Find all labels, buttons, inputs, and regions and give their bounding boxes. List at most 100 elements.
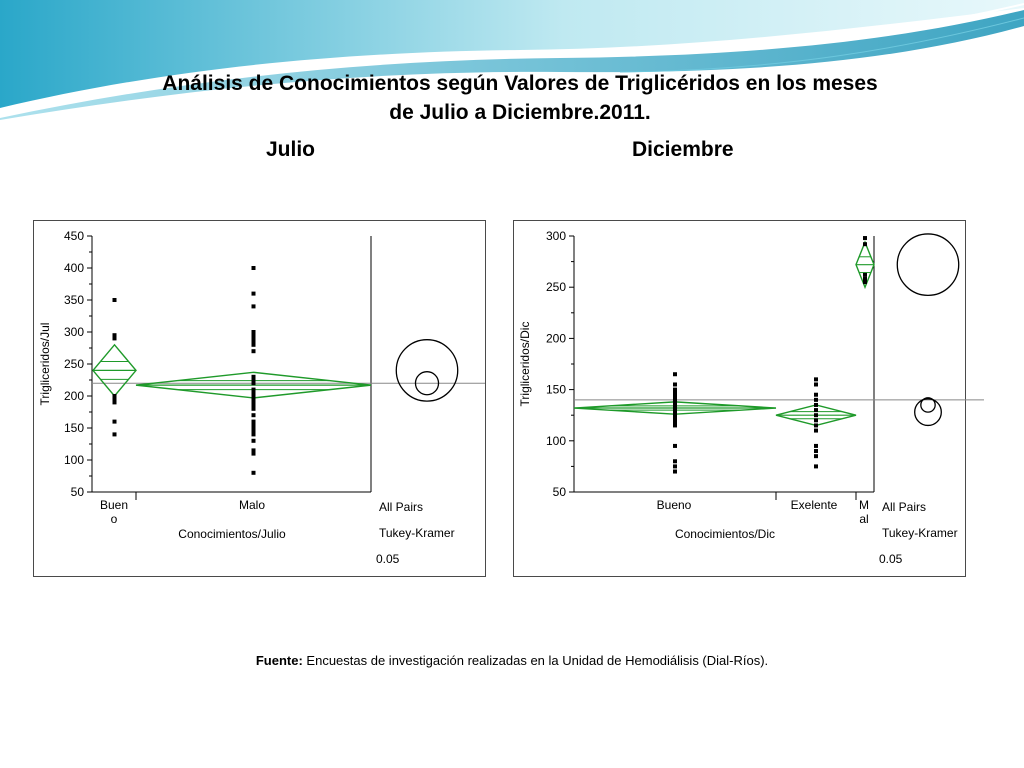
header-wave-decoration [0, 0, 1024, 120]
x-category-label: Exelente [791, 498, 838, 512]
x-category-label: o [111, 512, 118, 526]
chart-diciembre: 50 100 150 200 250 300 Trigliceridos/Dic Bueno E… [518, 229, 984, 566]
chart-panel-diciembre: 50 100 150 200 250 300 Trigliceridos/Dic Bueno E… [513, 220, 984, 577]
data-point [673, 395, 677, 400]
data-point [673, 372, 677, 377]
comparison-circle [395, 339, 459, 402]
data-point [251, 470, 256, 475]
data-point [863, 277, 867, 282]
y-tick-label: 150 [64, 421, 84, 435]
data-point [251, 330, 256, 334]
data-point [112, 432, 117, 437]
y-tick-label: 200 [64, 389, 84, 403]
y-axis-label: Trigliceridos/Dic [518, 322, 532, 407]
data-point [673, 459, 677, 464]
comparison-alpha: 0.05 [376, 552, 400, 566]
data-point [251, 394, 256, 398]
data-point [251, 349, 256, 354]
data-point [673, 464, 677, 469]
data-point [673, 410, 677, 415]
comparison-circle [896, 233, 960, 297]
data-point [673, 387, 677, 392]
comparison-method-line1: All Pairs [379, 500, 423, 514]
comparison-circle [914, 398, 942, 427]
x-category-label: Buen [100, 498, 128, 512]
footer-label: Fuente: [255, 653, 303, 668]
data-point [814, 443, 818, 448]
slide-title-line-1: Análisis de Conocimientos según Valores … [162, 72, 878, 95]
data-point [673, 406, 677, 411]
data-point [251, 390, 256, 395]
data-point [814, 454, 818, 459]
comparison-alpha: 0.05 [879, 552, 903, 566]
data-point [251, 400, 256, 405]
y-tick-label: 250 [546, 280, 566, 294]
data-point [251, 342, 256, 347]
data-point [251, 403, 256, 408]
footer-text: Encuestas de investigación realizadas en… [306, 653, 769, 668]
data-point [673, 420, 677, 425]
data-point [814, 449, 818, 454]
x-category-label: al [859, 512, 868, 526]
data-point [112, 419, 117, 424]
x-category-label: Bueno [657, 498, 692, 512]
data-point [673, 418, 677, 423]
data-point [814, 408, 818, 413]
data-point [251, 381, 256, 386]
data-point [673, 443, 677, 448]
data-point [251, 419, 256, 424]
data-point [814, 382, 818, 387]
data-point [814, 402, 818, 407]
data-point [251, 426, 256, 430]
data-point [673, 469, 677, 474]
data-point [673, 416, 677, 421]
data-point [112, 336, 117, 341]
y-tick-label: 50 [553, 485, 567, 499]
data-point [251, 339, 256, 344]
y-axis-label: Trigliceridos/Jul [38, 323, 52, 406]
y-tick-label: 200 [546, 331, 566, 345]
data-point [673, 423, 677, 428]
data-point [251, 438, 256, 443]
data-point [673, 399, 677, 404]
data-point [251, 397, 256, 402]
subtitle-diciembre: Diciembre [632, 138, 734, 161]
data-point [814, 397, 818, 402]
data-point [112, 298, 117, 302]
data-point [673, 413, 677, 418]
y-tick-label: 100 [64, 453, 84, 467]
data-point [112, 397, 117, 402]
x-category-label: Malo [239, 498, 265, 512]
data-point [814, 428, 818, 433]
data-point [814, 418, 818, 423]
data-point [673, 382, 677, 387]
data-point [863, 242, 867, 247]
data-point [673, 408, 677, 413]
data-point [251, 406, 256, 411]
y-tick-label: 300 [546, 229, 566, 243]
data-point [863, 280, 867, 285]
data-point [814, 413, 818, 418]
comparison-circle [920, 397, 936, 413]
x-axis-label: Conocimientos/Dic [675, 527, 775, 541]
comparison-method-line2: Tukey-Kramer [379, 526, 455, 540]
data-point [251, 266, 256, 270]
slide-title-line-2: de Julio a Diciembre.2011. [389, 101, 651, 124]
y-tick-label: 400 [64, 261, 84, 275]
data-point [251, 451, 256, 456]
data-point [673, 402, 677, 407]
data-point [251, 432, 256, 437]
data-point [112, 394, 117, 398]
data-point [251, 336, 256, 341]
x-axis-label: Conocimientos/Julio [178, 527, 286, 541]
x-category-label: M [859, 498, 869, 512]
data-point [112, 400, 117, 405]
comparison-method-line1: All Pairs [882, 500, 926, 514]
data-point [251, 304, 256, 309]
data-point [673, 389, 677, 394]
data-point [251, 378, 256, 382]
data-point [863, 236, 867, 241]
y-tick-label: 100 [546, 434, 566, 448]
data-point [112, 333, 117, 338]
data-point [814, 392, 818, 397]
